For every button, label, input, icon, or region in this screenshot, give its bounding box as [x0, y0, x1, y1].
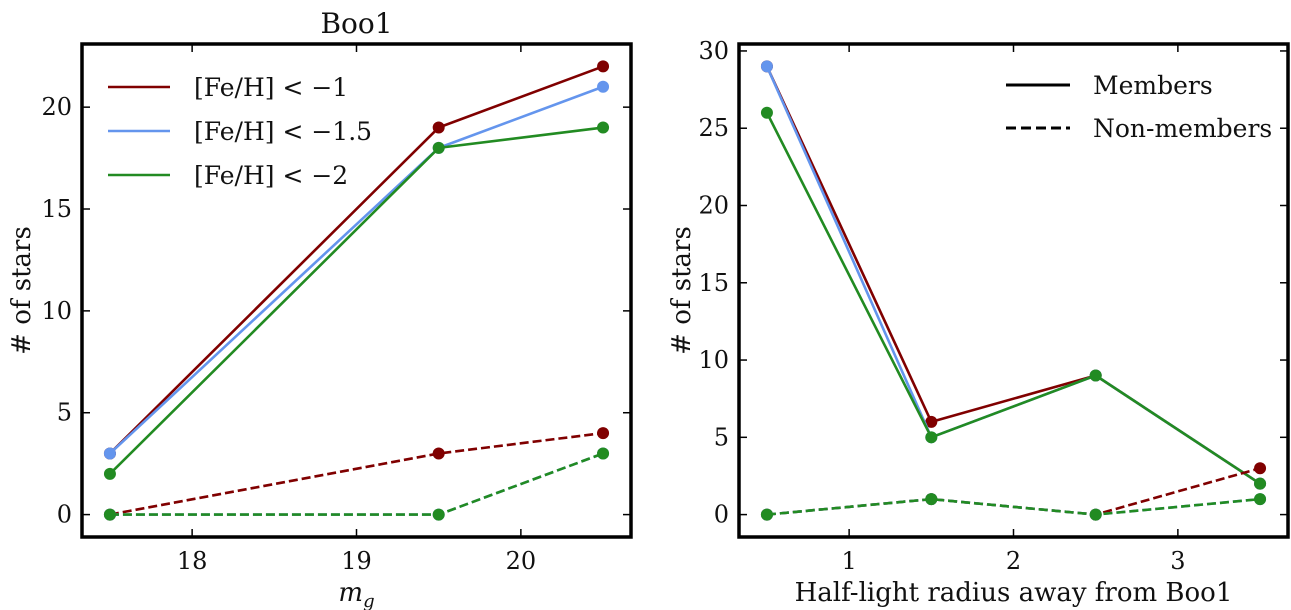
- y-tick-label: 15: [698, 269, 729, 297]
- y-tick-label: 25: [698, 114, 729, 142]
- series-line-3: [109, 126, 604, 475]
- data-point-s6-3: [597, 447, 610, 460]
- y-tick-label: 10: [41, 297, 72, 325]
- data-point-s2-1: [760, 60, 773, 73]
- x-axis-label: Half-light radius away from Boo1: [795, 578, 1233, 608]
- legend-label-2: Non-members: [1093, 114, 1272, 143]
- legend-label-1: Members: [1093, 71, 1213, 100]
- data-point-s3-2: [925, 431, 938, 444]
- y-tick-label: 0: [57, 501, 72, 529]
- data-point-s2-3: [597, 80, 610, 93]
- data-point-s6-2: [432, 508, 445, 521]
- legend-label-1: [Fe/H] < −1: [194, 73, 348, 102]
- data-point-s3-1: [103, 467, 116, 480]
- y-tick-label: 0: [714, 501, 729, 529]
- x-tick-label: 3: [1170, 547, 1185, 575]
- data-point-s3-4: [1254, 477, 1267, 490]
- data-point-s4-3: [597, 427, 610, 440]
- y-axis-label: # of stars: [7, 226, 37, 355]
- y-tick-label: 20: [41, 93, 72, 121]
- x-tick-label: 20: [506, 547, 537, 575]
- y-tick-label: 5: [57, 399, 72, 427]
- plot-frame: [80, 42, 633, 539]
- data-point-s3-3: [1089, 369, 1102, 382]
- data-point-s3-2: [432, 141, 445, 154]
- legend: Members Non-members: [1006, 71, 1272, 143]
- chart-panel-1: 18 19 20 0 5 10 15 20 Boo1 mg # of stars [Fe/H] < −…: [7, 7, 633, 610]
- series-line-3: [765, 112, 1261, 485]
- y-axis-label: # of stars: [667, 226, 697, 355]
- legend: [Fe/H] < −1 [Fe/H] < −1.5 [Fe/H] < −2: [108, 73, 372, 190]
- plot-frame: [737, 42, 1290, 539]
- y-tick-label: 20: [698, 192, 729, 220]
- legend-label-2: [Fe/H] < −1.5: [194, 117, 372, 146]
- data-point-s3-1: [760, 106, 773, 119]
- series-line-6: [766, 497, 1261, 516]
- data-point-s6-3: [1089, 508, 1102, 521]
- data-point-s3-3: [597, 121, 610, 134]
- data-point-s4-4: [1254, 462, 1267, 475]
- y-tick-label: 30: [698, 37, 729, 65]
- x-tick-label: 2: [1006, 547, 1021, 575]
- x-tick-label: 18: [177, 547, 208, 575]
- data-point-s2-1: [103, 447, 116, 460]
- data-point-s6-1: [760, 508, 773, 521]
- data-point-s6-1: [103, 508, 116, 521]
- series-line-5: [109, 452, 604, 516]
- x-tick-label: 19: [341, 547, 372, 575]
- legend-label-3: [Fe/H] < −2: [194, 161, 348, 190]
- chart-title: Boo1: [320, 7, 392, 40]
- data-point-s1-2: [925, 415, 938, 428]
- y-tick-label: 5: [714, 423, 729, 451]
- data-point-s6-2: [925, 493, 938, 506]
- data-point-s1-2: [432, 121, 445, 134]
- x-tick-label: 1: [841, 547, 856, 575]
- y-tick-label: 10: [698, 346, 729, 374]
- data-point-s6-4: [1254, 493, 1267, 506]
- data-point-s1-3: [597, 60, 610, 73]
- series-line-4: [109, 431, 604, 516]
- y-tick-label: 15: [41, 195, 72, 223]
- series-line-6: [109, 452, 604, 516]
- data-point-s4-2: [432, 447, 445, 460]
- x-axis-label: mg: [338, 578, 374, 610]
